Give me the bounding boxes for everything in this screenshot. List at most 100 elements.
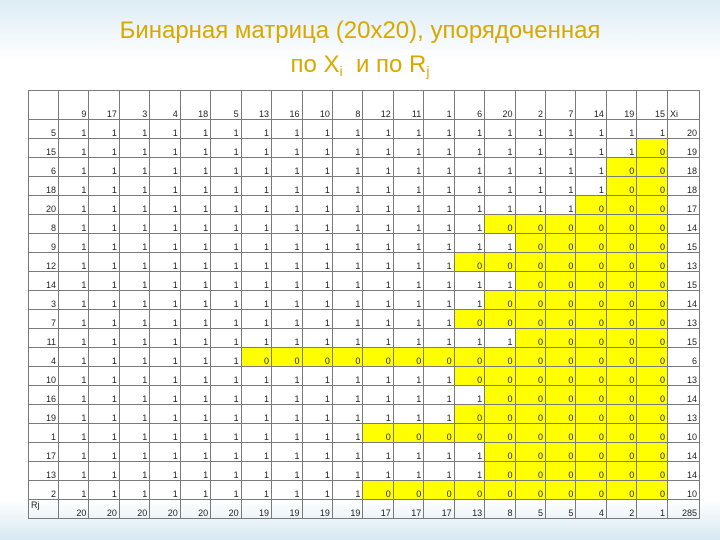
matrix-cell: 1 — [392, 119, 425, 139]
matrix-cell: 0 — [484, 309, 516, 329]
matrix-cell: 1 — [118, 423, 151, 443]
column-sum: 20 — [149, 499, 181, 519]
column-label: 8 — [331, 90, 364, 120]
matrix-cell: 1 — [392, 271, 425, 291]
column-sum: 2 — [605, 499, 638, 519]
matrix-cell: 0 — [484, 366, 516, 386]
matrix-cell: 1 — [331, 423, 364, 443]
slide-title: Бинарная матрица (20х20), упорядоченная … — [0, 14, 720, 88]
matrix-cell: 1 — [240, 252, 273, 272]
matrix-cell: 1 — [57, 214, 90, 234]
matrix-cell: 1 — [57, 442, 90, 462]
matrix-cell: 1 — [210, 271, 242, 291]
matrix-cell: 1 — [362, 442, 394, 462]
matrix-cell: 0 — [544, 366, 577, 386]
matrix-cell: 1 — [88, 290, 120, 310]
column-label: 7 — [544, 90, 577, 120]
matrix-cell: 1 — [149, 347, 181, 367]
matrix-cell: 1 — [514, 176, 547, 196]
row-label: 15 — [28, 138, 59, 158]
matrix-cell: 0 — [636, 309, 668, 329]
matrix-cell: 1 — [149, 214, 181, 234]
matrix-cell: 0 — [605, 461, 638, 481]
matrix-cell: 0 — [605, 290, 638, 310]
matrix-cell: 1 — [301, 214, 333, 234]
column-label: 9 — [57, 90, 90, 120]
matrix-cell: 0 — [605, 309, 638, 329]
row-label: 11 — [28, 328, 59, 348]
matrix-cell: 1 — [149, 442, 181, 462]
matrix-cell: 1 — [301, 423, 333, 443]
matrix-cell: 1 — [118, 119, 151, 139]
matrix-cell: 0 — [484, 214, 516, 234]
matrix-cell: 0 — [484, 480, 516, 500]
matrix-cell: 1 — [210, 290, 242, 310]
matrix-cell: 1 — [118, 271, 151, 291]
matrix-cell: 1 — [392, 195, 425, 215]
title-text: и по R — [355, 51, 427, 78]
matrix-cell: 1 — [179, 385, 212, 405]
matrix-cell: 1 — [271, 195, 303, 215]
header-row: 9 17 3 4 18 5 13 16 10 8 12 11 1 6 20 2 7 14 19 15 Xi — [28, 90, 700, 120]
matrix-cell: 1 — [271, 442, 303, 462]
matrix-cell: 1 — [392, 328, 425, 348]
matrix-cell: 1 — [57, 309, 90, 329]
matrix-cell: 1 — [179, 233, 212, 253]
matrix-cell: 1 — [271, 271, 303, 291]
matrix-cell: 1 — [301, 119, 333, 139]
matrix-cell: 1 — [362, 252, 394, 272]
matrix-cell: 1 — [301, 195, 333, 215]
matrix-cell: 1 — [575, 119, 607, 139]
matrix-cell: 1 — [240, 233, 273, 253]
column-label: 1 — [423, 90, 455, 120]
matrix-cell: 1 — [88, 138, 120, 158]
matrix-cell: 0 — [636, 233, 668, 253]
matrix-cell: 0 — [514, 347, 547, 367]
matrix-cell: 0 — [575, 195, 607, 215]
matrix-cell: 1 — [423, 138, 455, 158]
row-label: 14 — [28, 271, 59, 291]
matrix-cell: 1 — [210, 233, 242, 253]
matrix-row: 1 1 1 1 1 1 1 1 1 1 1 0 0 0 0 0 0 0 0 0 0 10 — [28, 423, 700, 443]
matrix-cell: 0 — [484, 404, 516, 424]
matrix-cell: 1 — [88, 214, 120, 234]
matrix-cell: 1 — [271, 461, 303, 481]
column-sum: 17 — [423, 499, 455, 519]
column-sum: 20 — [57, 499, 90, 519]
matrix-cell: 0 — [453, 366, 486, 386]
matrix-cell: 1 — [392, 385, 425, 405]
matrix-cell: 1 — [484, 157, 516, 177]
title-text: Бинарная матрица (20х20), упорядоченная — [119, 17, 601, 44]
matrix-cell: 0 — [484, 252, 516, 272]
column-sum: 5 — [544, 499, 577, 519]
row-sum: 6 — [667, 347, 700, 367]
matrix-cell: 1 — [301, 309, 333, 329]
matrix-cell: 1 — [210, 309, 242, 329]
matrix-cell: 1 — [271, 157, 303, 177]
matrix-cell: 0 — [484, 290, 516, 310]
total: 285 — [667, 499, 700, 519]
matrix-cell: 1 — [118, 442, 151, 462]
column-sum: 19 — [331, 499, 364, 519]
matrix-cell: 0 — [271, 347, 303, 367]
matrix-cell: 1 — [331, 366, 364, 386]
row-label: 9 — [28, 233, 59, 253]
matrix-cell: 1 — [179, 271, 212, 291]
matrix-cell: 1 — [271, 423, 303, 443]
matrix-row: 3 1 1 1 1 1 1 1 1 1 1 1 1 1 1 0 0 0 0 0 0 14 — [28, 290, 700, 310]
matrix-cell: 1 — [271, 366, 303, 386]
matrix-cell: 1 — [392, 157, 425, 177]
matrix-cell: 1 — [362, 290, 394, 310]
row-sum: 15 — [667, 328, 700, 348]
matrix-row: 12 1 1 1 1 1 1 1 1 1 1 1 1 1 0 0 0 0 0 0 0 13 — [28, 252, 700, 272]
column-label: 12 — [362, 90, 394, 120]
matrix-cell: 1 — [57, 404, 90, 424]
matrix-cell: 1 — [423, 404, 455, 424]
matrix-cell: 1 — [179, 195, 212, 215]
matrix-cell: 1 — [179, 347, 212, 367]
column-sum: 8 — [484, 499, 516, 519]
matrix-cell: 1 — [149, 252, 181, 272]
matrix-row: 18 1 1 1 1 1 1 1 1 1 1 1 1 1 1 1 1 1 1 0 0 18 — [28, 176, 700, 196]
matrix-cell: 0 — [514, 480, 547, 500]
row-label: 7 — [28, 309, 59, 329]
